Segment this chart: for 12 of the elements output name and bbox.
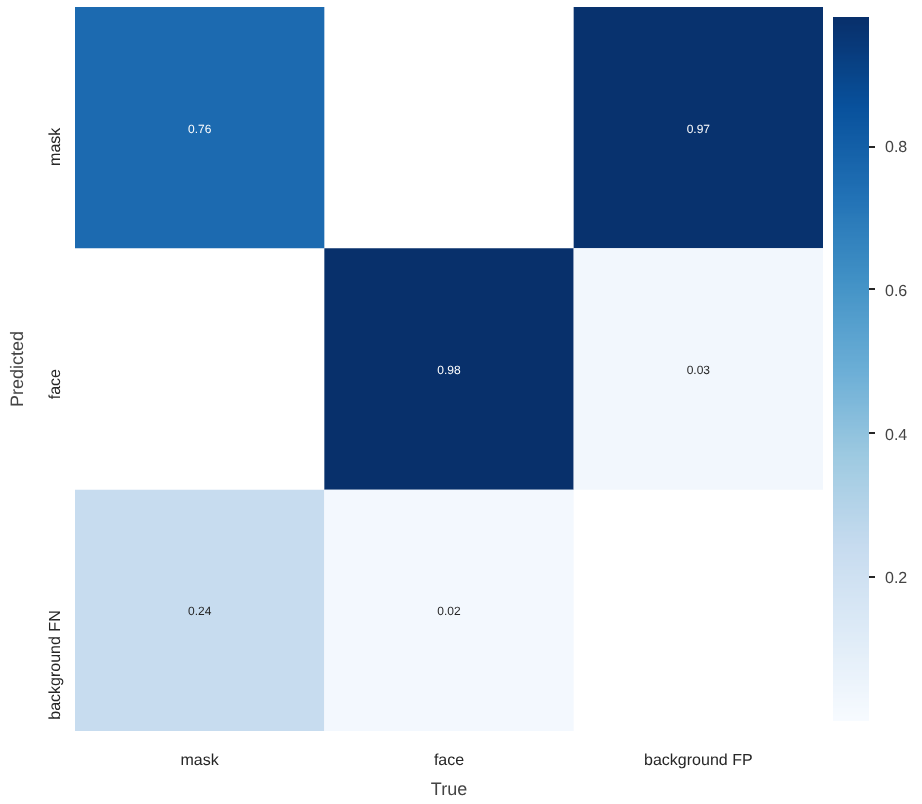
x-tick-label: mask [180,751,221,769]
color-bar-label: 0.8 [885,138,909,157]
x-axis-title: True [430,779,468,799]
y-tick-label: background FN [46,609,64,720]
y-tick-label: mask [46,125,64,166]
y-tick-label: face [46,367,64,400]
y-axis-title: Predicted [7,330,27,408]
x-tick-label: background FP [644,751,753,769]
color-bar-label: 0.2 [885,569,909,588]
x-tick-label: face [433,751,466,769]
color-bar-label: 0.6 [885,281,909,300]
color-bar-label: 0.4 [885,425,909,444]
